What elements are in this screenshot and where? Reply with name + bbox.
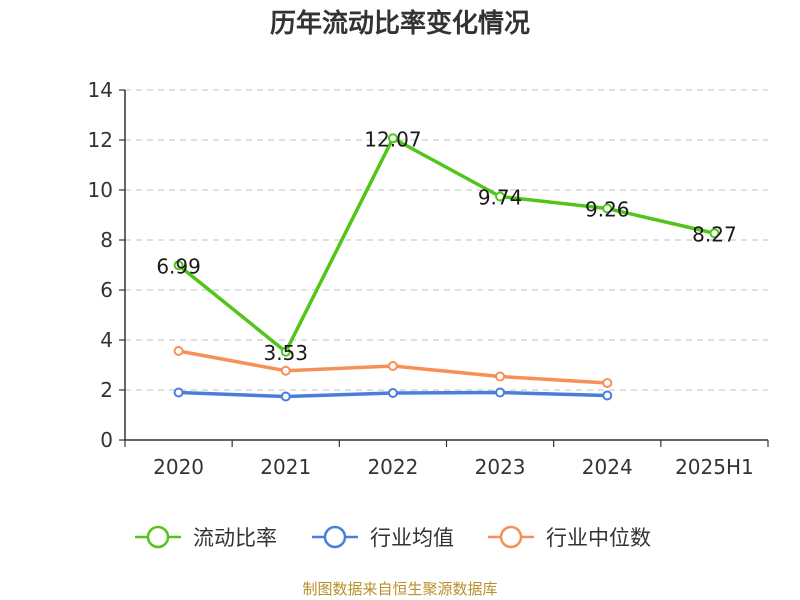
legend-marker [499,525,523,549]
data-point[interactable] [387,361,398,371]
data-point[interactable] [280,365,291,376]
axes: 0 2 4 6 8 10 12 14 2020 2021 2022 2023 2024 2025H1 [88,78,769,479]
chart-title: 历年流动比率变化情况 [270,8,530,39]
data-point[interactable] [602,203,613,214]
legend-marker [323,525,347,549]
data-label: 9.26 [585,198,630,222]
data-label: 12.07 [364,127,421,151]
legend[interactable]: 流动比率 行业均值 行业中位数 [135,525,651,550]
series-lines [173,133,720,402]
legend-label: 行业均值 [370,526,454,550]
data-point[interactable] [495,387,506,398]
y-tick-label: 10 [88,178,113,202]
x-tick-label: 2024 [582,455,633,479]
data-point[interactable] [173,387,184,398]
legend-item-0[interactable]: 流动比率 [135,525,277,550]
grid [125,89,768,391]
data-point[interactable] [709,228,720,239]
x-tick-label: 2023 [475,455,526,479]
source-note: 制图数据来自恒生聚源数据库 [302,580,497,598]
data-point[interactable] [173,346,184,356]
data-label: 9.74 [478,186,523,210]
data-label: 6.99 [156,254,201,278]
legend-item-2[interactable]: 行业中位数 [488,525,651,550]
x-tick-label: 2020 [153,455,204,479]
data-point[interactable] [602,378,613,388]
data-point[interactable] [387,133,398,144]
x-tick-label: 2022 [367,455,418,479]
data-labels: 6.99 3.53 12.07 9.74 9.26 8.27 [156,127,736,365]
y-tick-label: 0 [100,428,113,452]
y-tick-label: 2 [100,378,113,402]
data-label: 3.53 [263,341,308,365]
data-point[interactable] [495,191,506,202]
data-label: 8.27 [692,222,737,246]
data-point[interactable] [280,391,291,402]
legend-marker [146,525,170,549]
series-line-0 [177,136,715,354]
data-point[interactable] [495,371,506,382]
x-tick-label: 2025H1 [675,455,754,479]
y-tick-label: 6 [100,278,113,302]
data-point[interactable] [173,260,184,271]
data-point[interactable] [280,346,291,357]
legend-label: 流动比率 [193,526,277,550]
data-point[interactable] [387,388,398,398]
y-tick-label: 14 [88,78,113,102]
y-tick-label: 4 [100,328,113,352]
legend-item-1[interactable]: 行业均值 [312,525,454,550]
legend-label: 行业中位数 [546,526,651,550]
data-point[interactable] [602,390,613,401]
y-tick-label: 12 [88,128,113,152]
y-tick-label: 8 [100,228,113,252]
x-tick-label: 2021 [260,455,311,479]
